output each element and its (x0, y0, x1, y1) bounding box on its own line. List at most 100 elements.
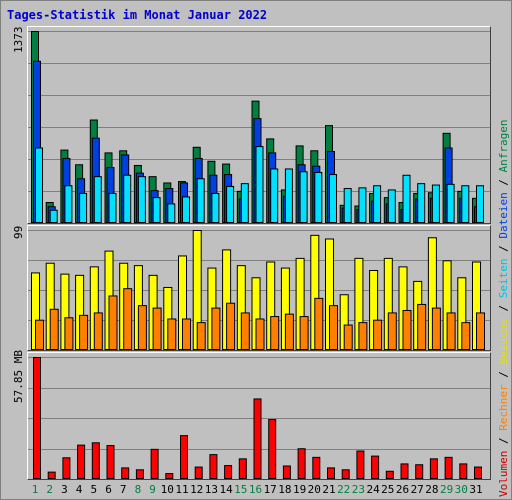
bottom-panel-plot (28, 357, 490, 479)
rechner-bar (64, 317, 74, 350)
x-tick-label: 25 (381, 483, 395, 496)
rechner-bar (79, 314, 89, 350)
volumen-bar (135, 469, 144, 479)
x-tick-label: 31 (469, 483, 483, 496)
x-tick-label: 5 (90, 483, 98, 496)
rechner-bar (196, 322, 206, 350)
volumen-bar (400, 463, 409, 479)
top-panel (27, 26, 491, 224)
volumen-bar (474, 466, 482, 479)
rechner-bar (461, 322, 471, 350)
chart-title: Tages-Statistik im Monat Januar 2022 (7, 8, 268, 22)
x-tick-label: 24 (366, 483, 380, 496)
volumen-bar (62, 457, 71, 479)
x-tick-label: 7 (119, 483, 127, 496)
x-tick-label: 3 (61, 483, 68, 496)
x-tick-label: 16 (248, 483, 263, 496)
volumen-bar (415, 464, 424, 479)
rechner-bar (123, 288, 133, 350)
seiten-bar (476, 185, 484, 223)
rechner-bar (49, 308, 59, 350)
rechner-bar (476, 312, 485, 350)
rechner-bar (152, 307, 162, 350)
top-panel-plot (28, 31, 490, 223)
rechner-bar (387, 312, 397, 350)
seiten-bar (196, 178, 205, 223)
legend-entry: Seiten (497, 258, 510, 299)
x-tick-label: 29 (439, 483, 454, 496)
volumen-bar (341, 469, 350, 479)
seiten-bar (446, 183, 455, 223)
volumen-bar (385, 470, 394, 479)
seiten-bar (137, 176, 146, 223)
seiten-bar (79, 192, 88, 223)
seiten-bar (167, 203, 176, 223)
bottom-panel-ylabel: 57.85 MB (12, 350, 25, 403)
seiten-bar (299, 171, 308, 223)
middle-panel-ylabel: 99 (12, 225, 25, 239)
x-tick-label: 12 (190, 483, 204, 496)
seiten-bar (373, 185, 382, 223)
volumen-bar (429, 458, 438, 479)
x-tick-label: 9 (149, 483, 156, 496)
middle-panel (27, 225, 491, 351)
rechner-bar (358, 322, 368, 350)
volumen-bar (327, 467, 335, 479)
volumen-bar (444, 456, 453, 479)
legend-entry: Volumen (497, 450, 510, 497)
rechner-bar (182, 318, 191, 350)
rechner-bar (446, 312, 456, 350)
rechner-bar (137, 305, 147, 350)
x-tick-label: 30 (454, 483, 468, 496)
volumen-bar (150, 448, 159, 479)
seiten-bar (358, 187, 367, 223)
rechner-bar (314, 297, 324, 350)
volumen-bar (33, 357, 41, 479)
legend-entry: Besuche (497, 318, 510, 365)
rechner-bar (329, 305, 338, 350)
seiten-bar (35, 147, 43, 223)
volumen-bar (282, 465, 291, 479)
volumen-bar (47, 471, 56, 479)
legend-separator: / (497, 298, 510, 319)
volumen-bar (371, 455, 380, 479)
volumen-bar (91, 442, 100, 479)
volumen-bar (459, 463, 468, 479)
rechner-bar (402, 310, 412, 350)
rechner-bar (270, 316, 280, 350)
volumen-bar (312, 456, 321, 479)
x-tick-label: 4 (75, 483, 83, 496)
seiten-bar (182, 196, 190, 223)
x-tick-label: 6 (105, 483, 112, 496)
seiten-bar (314, 171, 323, 223)
x-tick-label: 22 (337, 483, 351, 496)
seiten-bar (255, 146, 264, 223)
volumen-bar (224, 465, 233, 479)
x-tick-label: 18 (278, 483, 292, 496)
seiten-bar (270, 168, 279, 223)
rechner-bar (255, 318, 265, 350)
rechner-bar (108, 295, 118, 350)
x-tick-label: 28 (425, 483, 439, 496)
x-tick-label: 2 (46, 483, 53, 496)
rechner-bar (35, 319, 44, 350)
seiten-bar (152, 197, 161, 223)
legend-entry: Anfragen (497, 119, 510, 173)
seiten-bar (226, 185, 235, 223)
x-tick-label: 20 (307, 483, 321, 496)
seiten-bar (64, 185, 73, 223)
volumen-bar (209, 454, 218, 479)
legend-entry: Dateien (497, 192, 510, 239)
legend-separator: / (497, 364, 510, 385)
side-legend: Volumen / Rechner / Besuche / Seiten / D… (497, 119, 510, 497)
volumen-bar (297, 448, 306, 479)
middle-panel-plot (28, 230, 490, 350)
rechner-bar (211, 307, 221, 350)
rechner-bar (343, 324, 353, 350)
bottom-panel (27, 352, 491, 480)
x-tick-label: 10 (160, 483, 174, 496)
legend-separator: / (497, 238, 510, 259)
rechner-bar (373, 319, 383, 350)
volumen-bar (165, 473, 174, 479)
